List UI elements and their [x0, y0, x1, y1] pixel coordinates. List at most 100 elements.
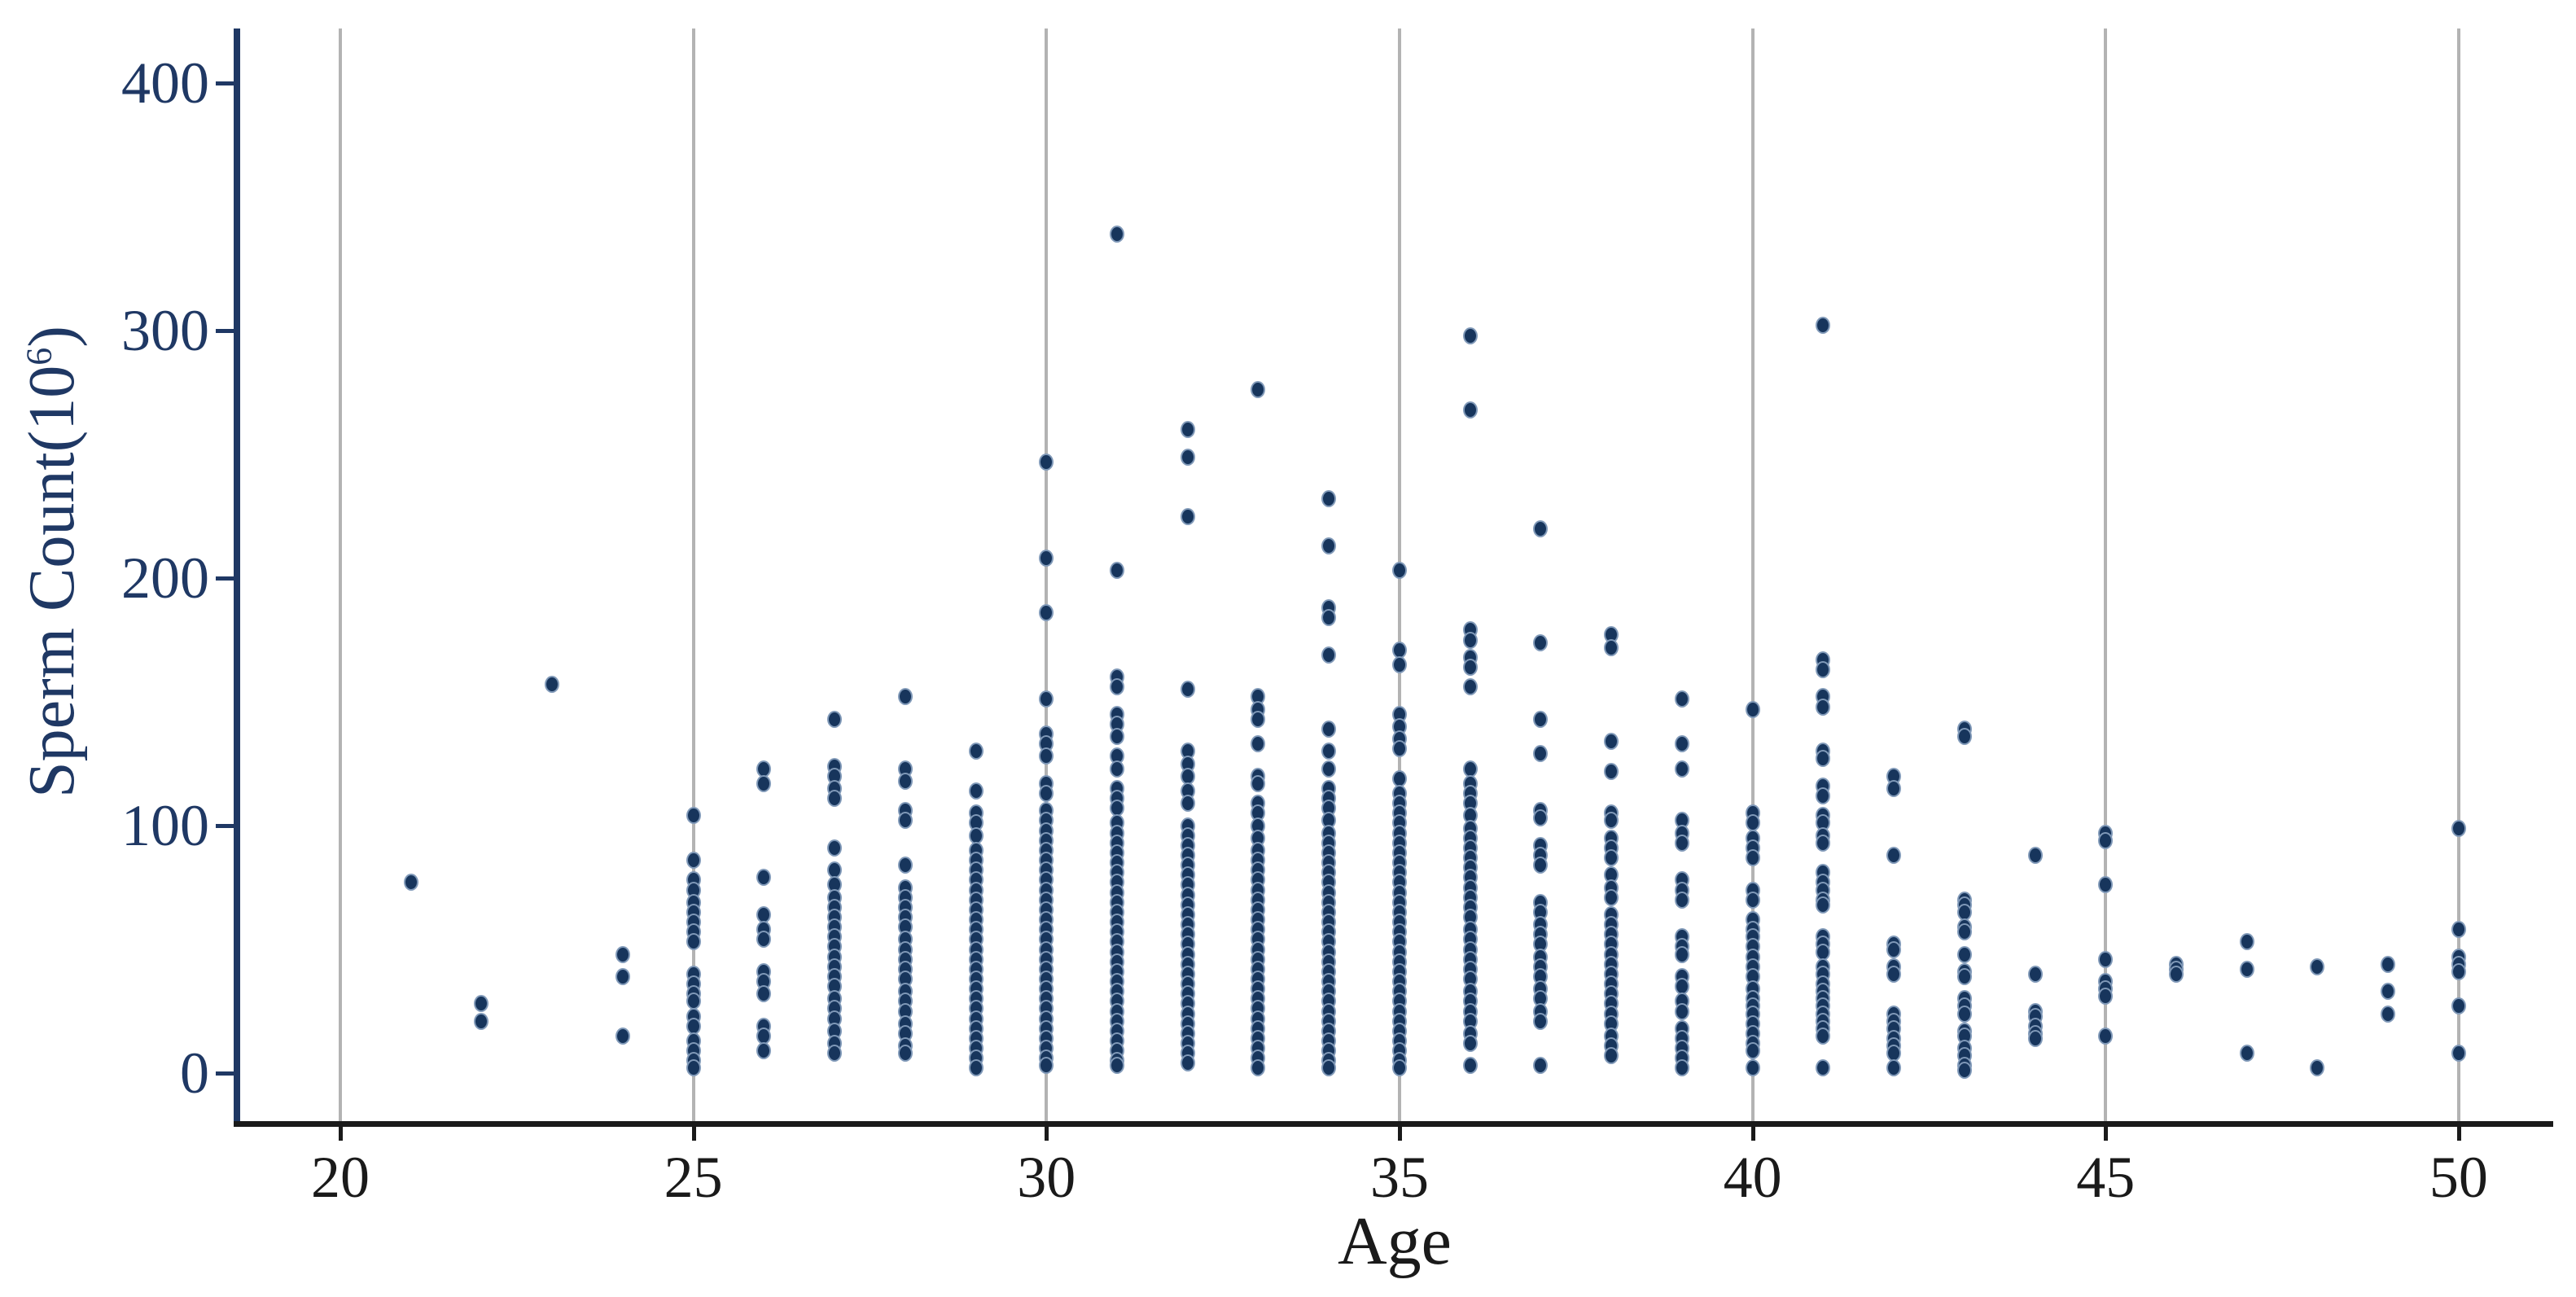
data-point [2098, 876, 2114, 894]
data-point [2027, 965, 2043, 983]
data-point [1816, 787, 1831, 805]
data-point [2310, 957, 2325, 975]
data-point [1745, 700, 1760, 718]
data-point [827, 790, 843, 808]
data-point [1674, 834, 1689, 852]
data-point [1956, 967, 1972, 985]
x-axis-tick-mark [1045, 1127, 1049, 1141]
data-point [1251, 735, 1266, 753]
data-point [1886, 846, 1902, 864]
data-point [1180, 795, 1195, 813]
data-point [827, 1045, 843, 1063]
vertical-gridline [691, 28, 695, 1121]
data-point [2098, 950, 2114, 968]
y-axis-title-superscript: 6 [19, 347, 59, 366]
data-point [1886, 965, 1902, 983]
data-point [1745, 1059, 1760, 1077]
data-point [2451, 997, 2466, 1015]
data-point [1604, 762, 1619, 780]
data-point [1462, 678, 1478, 696]
data-point [686, 1059, 701, 1077]
data-point [615, 967, 630, 985]
y-axis-tick-label: 0 [180, 1041, 209, 1106]
data-point [897, 772, 913, 790]
data-point [756, 985, 772, 1003]
data-point [1674, 891, 1689, 909]
data-point [1251, 710, 1266, 728]
data-point [1462, 326, 1478, 344]
data-point [1462, 631, 1478, 649]
data-point [1533, 1057, 1549, 1075]
data-point [1816, 698, 1831, 716]
data-point [2239, 1045, 2254, 1063]
y-axis-tick-label: 200 [121, 546, 209, 611]
x-axis-title: Age [1338, 1203, 1452, 1279]
data-point [1533, 809, 1549, 827]
data-point [1674, 690, 1689, 708]
data-point [1886, 1059, 1902, 1077]
data-point [827, 710, 843, 728]
y-axis-title-close-paren: ) [16, 326, 88, 348]
data-point [756, 869, 772, 887]
data-point [1110, 562, 1125, 580]
data-point [1674, 945, 1689, 963]
data-point [1604, 1047, 1619, 1065]
data-point [1674, 735, 1689, 753]
data-point [968, 743, 984, 760]
data-point [1039, 453, 1054, 471]
data-point [1180, 507, 1195, 525]
data-point [1956, 1062, 1972, 1080]
data-point [1462, 1057, 1478, 1075]
x-axis-tick-mark [339, 1127, 343, 1141]
data-point [2381, 1005, 2396, 1023]
data-point [897, 857, 913, 874]
data-point [1321, 646, 1337, 664]
y-axis-tick-label: 400 [121, 50, 209, 116]
y-axis-line [234, 28, 240, 1127]
data-point [1674, 760, 1689, 778]
data-point [2451, 819, 2466, 837]
y-axis-title: Sperm Count(106) [16, 326, 88, 798]
data-point [1604, 849, 1619, 867]
data-point [1180, 1054, 1195, 1072]
data-point [1321, 720, 1337, 738]
data-point [474, 1012, 489, 1030]
x-axis-tick-label: 25 [664, 1145, 723, 1210]
x-axis-tick-mark [691, 1127, 696, 1141]
data-point [615, 945, 630, 963]
data-point [827, 839, 843, 857]
vertical-gridline [2104, 28, 2108, 1121]
data-point [1956, 945, 1972, 963]
data-point [1180, 681, 1195, 699]
data-point [1533, 633, 1549, 651]
data-point [2098, 831, 2114, 849]
data-point [1039, 550, 1054, 567]
data-point [1110, 1057, 1125, 1075]
data-point [1604, 888, 1619, 906]
data-point [1321, 609, 1337, 627]
vertical-gridline [1045, 28, 1049, 1121]
data-point [2310, 1059, 2325, 1077]
y-axis-tick-mark [216, 576, 234, 581]
y-axis-tick-mark [216, 824, 234, 828]
data-point [897, 1045, 913, 1063]
data-point [897, 812, 913, 830]
data-point [756, 774, 772, 792]
data-point [686, 852, 701, 870]
data-point [1745, 891, 1760, 909]
data-point [1816, 834, 1831, 852]
data-point [2239, 960, 2254, 978]
x-axis-tick-label: 35 [1369, 1145, 1429, 1210]
data-point [1110, 760, 1125, 778]
data-point [1391, 562, 1407, 580]
data-point [2239, 933, 2254, 951]
data-point [1251, 774, 1266, 792]
data-point [1674, 1059, 1689, 1077]
data-point [968, 782, 984, 800]
data-point [1745, 1042, 1760, 1060]
data-point [1110, 728, 1125, 746]
data-point [1604, 733, 1619, 751]
data-point [1039, 604, 1054, 622]
data-point [1533, 1012, 1549, 1030]
data-point [1110, 678, 1125, 696]
